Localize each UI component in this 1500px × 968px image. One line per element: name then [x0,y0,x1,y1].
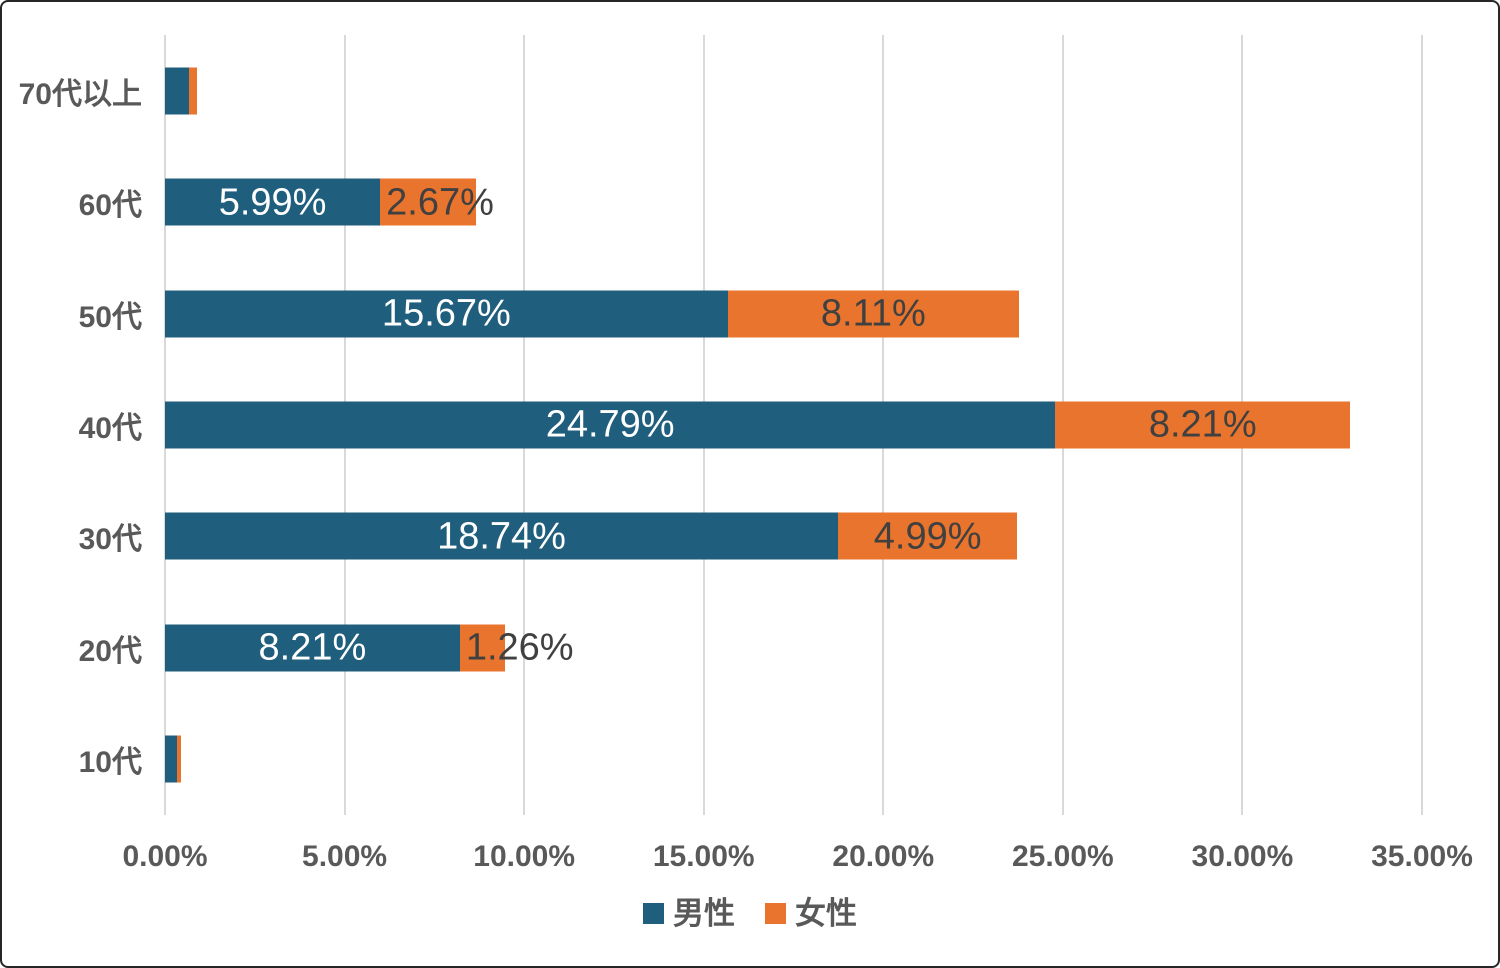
stacked-bar: 15.67% 8.11% [165,290,1020,338]
data-label: 24.79% [545,403,675,446]
x-axis-tick-label: 0.00% [122,840,208,873]
bar-segment-female: 8.11% [727,290,1020,338]
stacked-bar [165,735,181,783]
bar-segment-male [165,735,177,783]
x-axis-tick-label: 15.00% [652,840,755,873]
bar-segment-female: 1.26% [459,624,574,672]
bar-row: 10代 [79,704,1422,815]
bar-segment-male [165,67,189,115]
legend-item-male: 男性 [643,898,735,929]
data-label: 8.21% [1148,403,1257,446]
x-axis-tick-label: 20.00% [832,840,935,873]
stacked-bar [165,67,197,115]
category-label: 60代 [78,189,142,223]
bar-segment-female [188,67,197,115]
category-label: 70代以上 [18,77,142,111]
bar-segment-male: 8.21% [165,624,460,672]
bar-row: 70代以上 [19,35,1422,146]
category-label: 50代 [78,300,142,334]
bar-row: 50代 15.67% 8.11% [79,258,1422,369]
data-label: 18.74% [437,515,566,558]
category-label: 10代 [78,746,142,780]
data-label: 1.26% [465,626,574,669]
bar-segment-female: 4.99% [838,512,1018,560]
x-axis-tick-label: 35.00% [1371,840,1473,873]
bar-row: 60代 5.99% 2.67% [79,146,1422,257]
legend-swatch-icon [643,903,664,924]
category-label: 20代 [78,634,142,668]
stacked-bar: 24.79% 8.21% [165,401,1351,449]
bar-segment-female [176,735,181,783]
bar-segment-male: 5.99% [165,178,381,226]
legend-item-female: 女性 [765,898,857,929]
bar-segment-male: 24.79% [165,401,1056,449]
data-label: 8.21% [258,626,367,669]
bar-segment-female: 8.21% [1055,401,1351,449]
legend-label: 男性 [673,896,735,931]
x-axis-tick-label: 5.00% [302,840,388,873]
bar-row: 20代 8.21% 1.26% [79,592,1422,703]
stacked-bar: 18.74% 4.99% [165,512,1018,560]
legend-label: 女性 [795,896,857,931]
bar-rows: 70代以上 60代 5.99% 2.67% 50代 15.67% 8.11% 40代 24.79… [19,35,1422,815]
category-label: 30代 [78,523,142,557]
bar-segment-male: 15.67% [165,290,728,338]
bar-row: 30代 18.74% 4.99% [79,481,1422,592]
data-label: 8.11% [820,292,926,335]
data-label: 2.67% [386,181,494,224]
category-label: 40代 [78,411,142,445]
stacked-bar: 8.21% 1.26% [165,624,574,672]
x-axis: 0.00% 5.00% 10.00% 15.00% 20.00% 25.00% 30.00%… [122,840,1472,882]
stacked-bar: 5.99% 2.67% [165,178,494,226]
bar-segment-female: 2.67% [380,178,494,226]
data-label: 15.67% [381,292,511,335]
data-label: 4.99% [873,515,982,558]
bar-segment-male: 18.74% [165,512,839,560]
plot-area: 70代以上 60代 5.99% 2.67% 50代 15.67% 8.11% 40代 24.79… [19,35,1423,815]
gridline [1421,35,1423,815]
data-label: 5.99% [218,181,327,224]
legend: 男性 女性 [2,898,1498,929]
x-axis-tick-label: 30.00% [1191,840,1294,873]
x-axis-tick-label: 25.00% [1011,840,1114,873]
x-axis-tick-label: 10.00% [473,840,576,873]
legend-swatch-icon [765,903,786,924]
bar-row: 40代 24.79% 8.21% [79,369,1422,480]
